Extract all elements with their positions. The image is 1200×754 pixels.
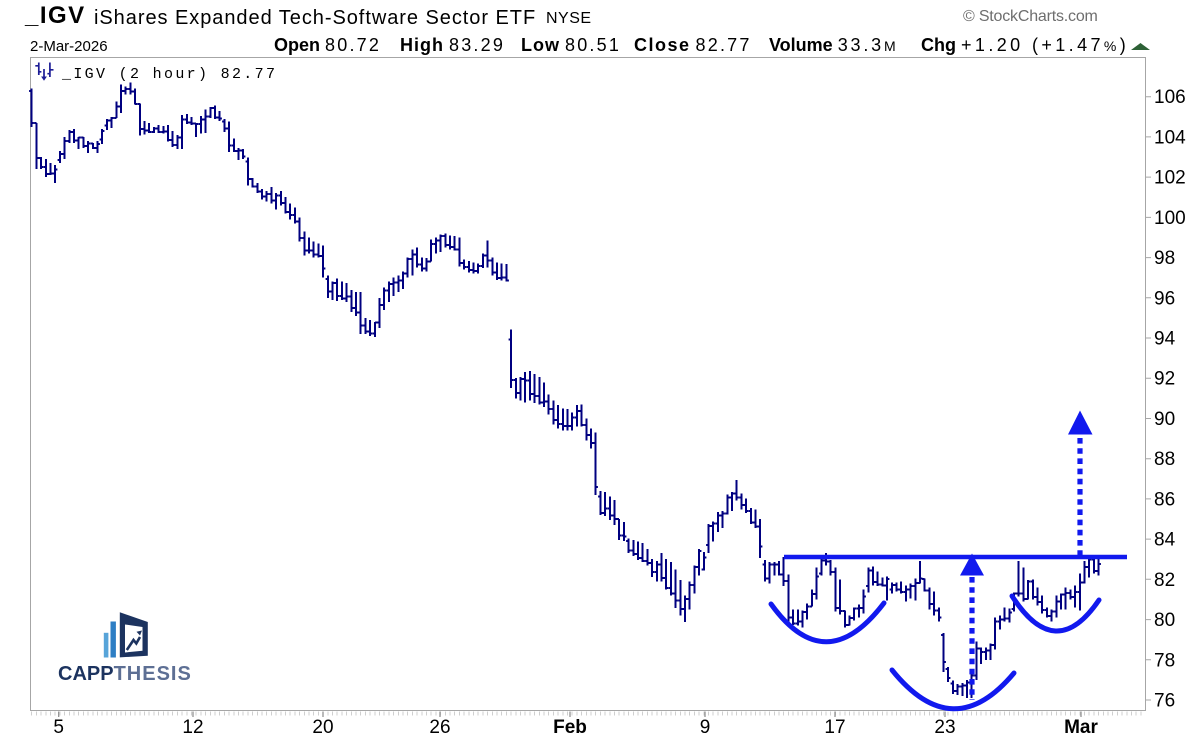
- svg-text:Feb: Feb: [553, 717, 587, 738]
- svg-text:102: 102: [1154, 168, 1186, 189]
- svg-text:82: 82: [1154, 570, 1175, 591]
- svg-text:17: 17: [824, 717, 845, 738]
- svg-text:Mar: Mar: [1064, 717, 1098, 738]
- svg-text:26: 26: [429, 717, 450, 738]
- svg-text:92: 92: [1154, 369, 1175, 390]
- svg-text:106: 106: [1154, 87, 1186, 108]
- svg-text:84: 84: [1154, 530, 1176, 551]
- svg-text:88: 88: [1154, 449, 1175, 470]
- svg-text:20: 20: [312, 717, 333, 738]
- svg-text:90: 90: [1154, 409, 1175, 430]
- svg-text:5: 5: [53, 717, 64, 738]
- svg-text:100: 100: [1154, 208, 1186, 229]
- svg-text:12: 12: [182, 717, 203, 738]
- svg-text:78: 78: [1154, 650, 1175, 671]
- svg-text:23: 23: [934, 717, 955, 738]
- svg-text:86: 86: [1154, 489, 1175, 510]
- svg-text:CAPPTHESIS: CAPPTHESIS: [58, 663, 192, 685]
- svg-text:98: 98: [1154, 248, 1175, 269]
- svg-text:_IGV (2 hour) 82.77: _IGV (2 hour) 82.77: [61, 66, 277, 83]
- svg-text:104: 104: [1154, 127, 1186, 148]
- svg-text:76: 76: [1154, 691, 1175, 712]
- svg-text:9: 9: [700, 717, 711, 738]
- svg-text:94: 94: [1154, 329, 1176, 350]
- svg-text:80: 80: [1154, 610, 1175, 631]
- svg-text:96: 96: [1154, 288, 1175, 309]
